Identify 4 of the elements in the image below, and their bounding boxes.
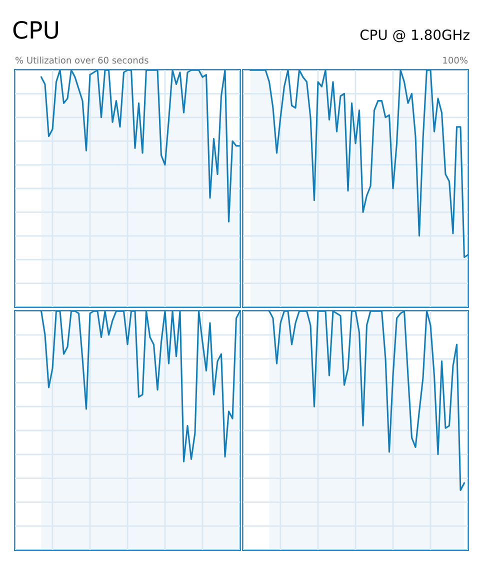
text: 100% bbox=[443, 56, 468, 64]
text: % Utilization over 60 seconds bbox=[16, 56, 148, 64]
chart-title: CPU bbox=[13, 20, 58, 39]
chart-subtitle: CPU @ 1.80GHz bbox=[360, 30, 470, 42]
